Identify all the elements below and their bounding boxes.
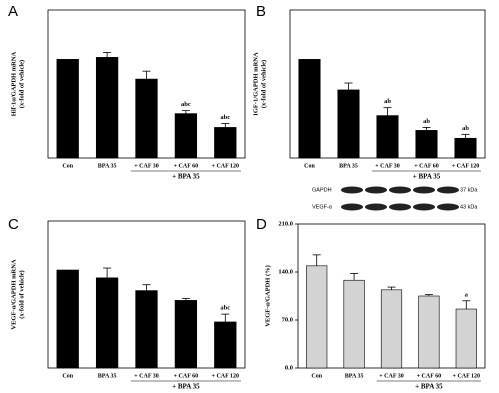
blot-band xyxy=(389,186,411,194)
significance-label: abc xyxy=(220,305,230,312)
blot-band xyxy=(437,186,459,194)
y-tick-label: 0.0 xyxy=(285,364,293,371)
blot-band xyxy=(341,186,363,194)
bar xyxy=(454,137,477,159)
x-tick-label: + CAF 120 xyxy=(212,373,240,379)
blot-band xyxy=(365,203,387,211)
blot-row-label: GAPDH xyxy=(312,187,332,193)
bar xyxy=(376,115,399,159)
blot-band xyxy=(437,203,459,211)
y-axis-label: VEGF-α/GAPDH mRNA xyxy=(10,259,17,330)
bar xyxy=(418,295,440,369)
x-tick-label: BPA 35 xyxy=(98,373,117,379)
x-tick-label: + CAF 30 xyxy=(379,373,404,379)
group-label: + BPA 35 xyxy=(172,173,200,181)
y-axis-label: VEGF-α/GAPDH (%) xyxy=(264,265,271,327)
group-label: + BPA 35 xyxy=(413,173,441,181)
y-tick-label: 70.0 xyxy=(282,316,293,323)
significance-label: abc xyxy=(220,114,230,121)
y-axis-label: IGF-1/GAPDH mRNA xyxy=(252,52,259,116)
bar xyxy=(343,279,365,369)
x-tick-label: BPA 35 xyxy=(345,373,364,379)
significance-label: ab xyxy=(462,125,469,132)
bar xyxy=(337,89,360,159)
significance-label: a xyxy=(465,291,469,298)
y-axis-label: (x-fold of vehicle) xyxy=(260,60,267,108)
bar xyxy=(380,289,403,369)
x-tick-label: Con xyxy=(304,163,315,169)
bar xyxy=(135,290,158,369)
significance-label: ab xyxy=(423,118,430,125)
x-tick-label: + CAF 30 xyxy=(375,163,400,169)
y-tick-label: 210.0 xyxy=(278,220,293,227)
group-label: + BPA 35 xyxy=(415,383,443,391)
x-tick-label: + CAF 60 xyxy=(414,163,439,169)
x-tick-label: + CAF 120 xyxy=(452,163,480,169)
x-tick-label: Con xyxy=(311,373,322,379)
x-tick-label: + CAF 120 xyxy=(453,373,481,379)
y-tick-label: 140.0 xyxy=(278,268,293,275)
bar xyxy=(135,78,158,159)
blot-band xyxy=(413,203,435,211)
bar xyxy=(95,277,119,369)
blot-size-label: 37 kDa xyxy=(460,187,478,193)
panel-label: D xyxy=(256,216,267,233)
x-tick-label: + CAF 60 xyxy=(174,163,199,169)
x-tick-label: Con xyxy=(62,373,73,379)
significance-label: abc xyxy=(181,101,191,108)
blot-band xyxy=(389,203,411,211)
x-tick-label: + CAF 30 xyxy=(134,163,159,169)
blot-band xyxy=(341,203,363,211)
bar xyxy=(214,127,237,159)
bar xyxy=(298,59,321,159)
x-tick-label: BPA 35 xyxy=(98,163,117,169)
bar xyxy=(56,269,79,369)
bar xyxy=(214,321,237,369)
panel-label: C xyxy=(8,216,19,233)
group-label: + BPA 35 xyxy=(172,383,200,391)
bar xyxy=(174,300,198,369)
bar xyxy=(174,113,198,159)
x-tick-label: + CAF 120 xyxy=(212,163,240,169)
blot-size-label: 43 kDa xyxy=(460,204,478,210)
blot-band xyxy=(413,186,435,194)
panel-label: A xyxy=(8,3,18,20)
y-axis-label: (x-fold of vehicle) xyxy=(18,270,25,318)
x-tick-label: + CAF 30 xyxy=(134,373,159,379)
bar xyxy=(455,308,477,369)
x-tick-label: + CAF 60 xyxy=(417,373,442,379)
blot-band xyxy=(365,186,387,194)
x-tick-label: BPA 35 xyxy=(339,163,358,169)
bar xyxy=(56,59,79,159)
x-tick-label: + CAF 60 xyxy=(174,373,199,379)
bar xyxy=(95,57,119,159)
y-axis-label: (x-fold of vehicle) xyxy=(18,60,25,108)
bar xyxy=(306,265,328,369)
bar xyxy=(415,130,438,159)
significance-label: ab xyxy=(384,98,391,105)
blot-row-label: VEGF-α xyxy=(312,204,333,210)
panel-label: B xyxy=(256,3,266,20)
x-tick-label: Con xyxy=(62,163,73,169)
y-axis-label: Hif-1α/GAPDH mRNA xyxy=(10,51,17,116)
